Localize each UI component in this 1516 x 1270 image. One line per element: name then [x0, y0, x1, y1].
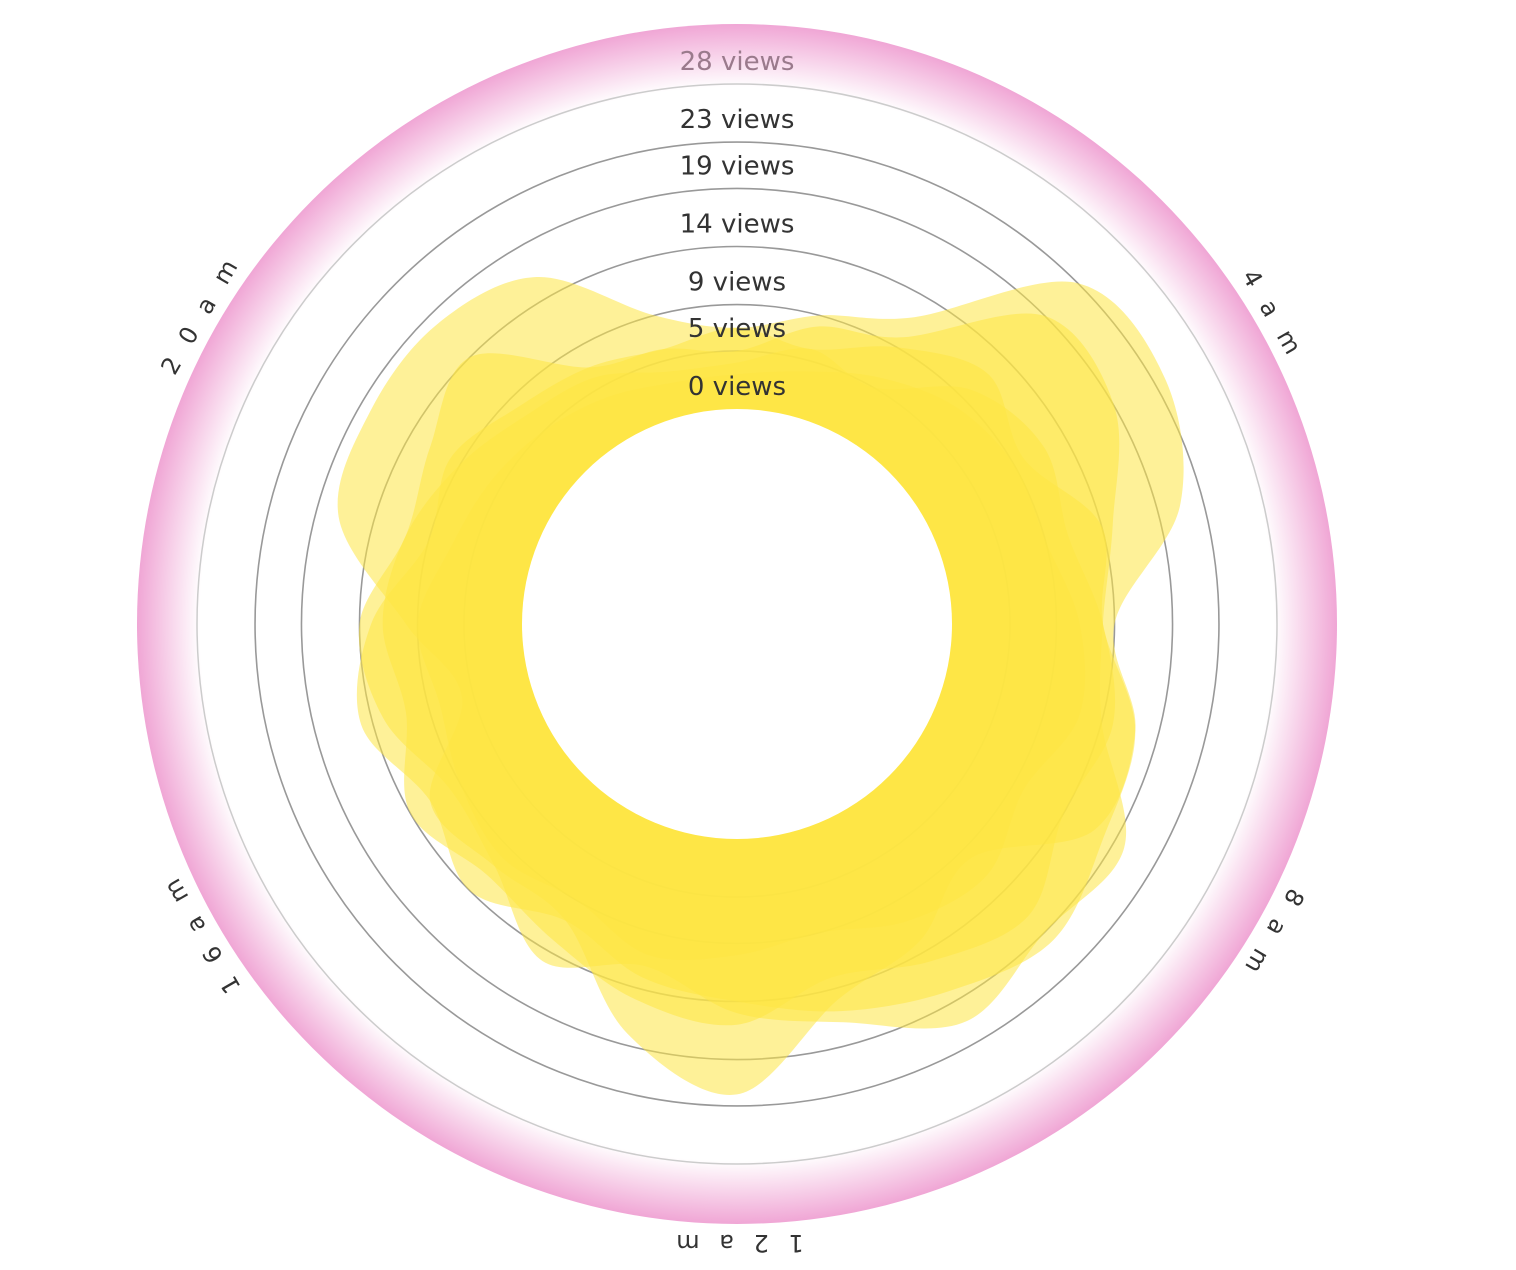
- grid-ring: [254, 141, 1220, 1107]
- center-hole: [522, 409, 952, 839]
- ring-label: 9 views: [688, 268, 786, 298]
- ring-label: 23 views: [680, 105, 795, 135]
- hour-label: 1 2 a m: [670, 1229, 804, 1257]
- ring-label: 5 views: [688, 314, 786, 344]
- ring-label: 28 views: [680, 47, 795, 77]
- ring-labels: 0 views 5 views 9 views 14 views 19 views 23 …: [680, 47, 795, 402]
- ring-label: 14 views: [680, 210, 795, 240]
- ring-label: 0 views: [688, 372, 786, 402]
- ring-label: 19 views: [680, 151, 795, 181]
- grid-ring: [196, 83, 1278, 1165]
